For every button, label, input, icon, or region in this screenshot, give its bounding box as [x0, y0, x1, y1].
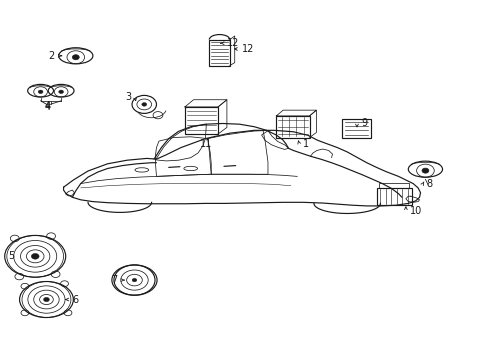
Text: 7: 7 — [111, 275, 117, 285]
Text: 2: 2 — [48, 51, 55, 61]
Text: 4: 4 — [45, 101, 51, 111]
Bar — [209, 40, 229, 66]
Circle shape — [72, 55, 79, 60]
Circle shape — [142, 103, 146, 106]
Bar — [342, 119, 370, 138]
Text: 11: 11 — [199, 139, 211, 149]
Circle shape — [38, 90, 43, 94]
Text: 10: 10 — [409, 206, 421, 216]
Circle shape — [31, 253, 39, 259]
Circle shape — [132, 278, 137, 282]
Text: 8: 8 — [426, 179, 432, 189]
Text: 9: 9 — [360, 118, 366, 128]
Text: 6: 6 — [72, 294, 79, 305]
Bar — [378, 183, 408, 188]
Circle shape — [43, 297, 49, 302]
Bar — [376, 188, 411, 205]
Text: 1: 1 — [303, 139, 309, 149]
Bar — [276, 116, 309, 138]
Text: 4: 4 — [45, 102, 51, 112]
Text: 12: 12 — [227, 38, 239, 48]
Circle shape — [421, 168, 428, 173]
Text: 5: 5 — [8, 251, 15, 261]
Text: 12: 12 — [242, 44, 254, 54]
Text: 3: 3 — [124, 92, 131, 102]
Circle shape — [59, 90, 63, 94]
Bar — [184, 107, 218, 134]
